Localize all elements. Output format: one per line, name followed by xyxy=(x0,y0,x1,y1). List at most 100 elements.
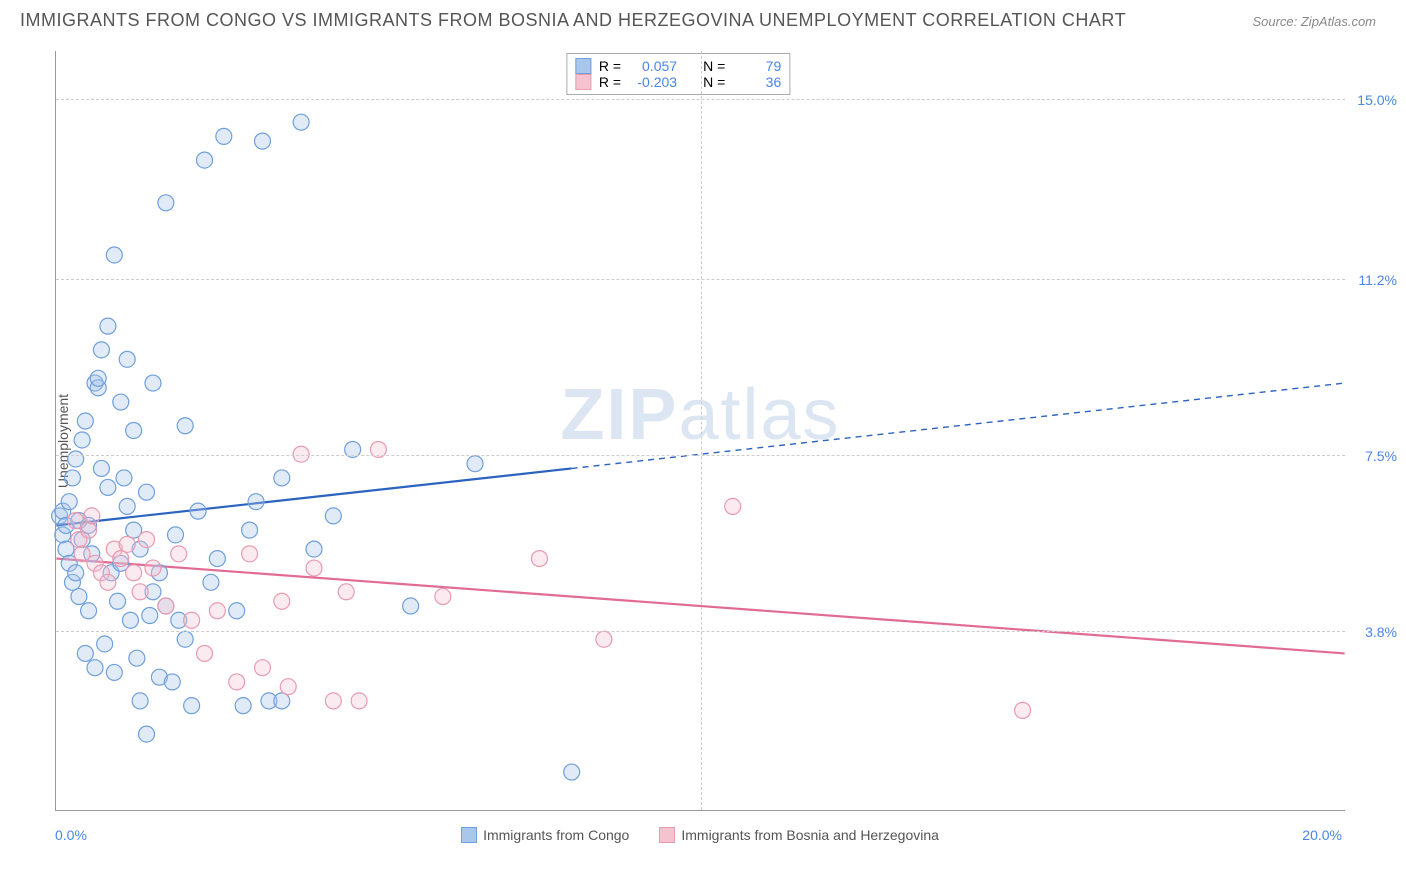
data-point-bosnia xyxy=(158,598,174,614)
data-point-congo xyxy=(113,394,129,410)
legend-item-congo: Immigrants from Congo xyxy=(461,827,629,843)
data-point-congo xyxy=(81,517,97,533)
n-label: N = xyxy=(703,74,725,90)
y-tick-label: 3.8% xyxy=(1365,624,1397,640)
data-point-congo xyxy=(116,470,132,486)
data-point-bosnia xyxy=(119,536,135,552)
data-point-bosnia xyxy=(132,584,148,600)
data-point-congo xyxy=(132,693,148,709)
data-point-congo xyxy=(97,636,113,652)
data-point-congo xyxy=(139,726,155,742)
data-point-bosnia xyxy=(145,560,161,576)
data-point-bosnia xyxy=(725,498,741,514)
data-point-congo xyxy=(119,498,135,514)
data-point-congo xyxy=(168,527,184,543)
data-point-congo xyxy=(84,546,100,562)
data-point-congo xyxy=(126,522,142,538)
data-point-bosnia xyxy=(351,693,367,709)
data-point-congo xyxy=(216,128,232,144)
data-point-congo xyxy=(113,555,129,571)
data-point-bosnia xyxy=(338,584,354,600)
chart-container: Unemployment ZIPatlas R = 0.057 N = 79 R… xyxy=(10,31,1390,851)
data-point-congo xyxy=(74,432,90,448)
r-value-bosnia: -0.203 xyxy=(629,74,677,90)
r-label: R = xyxy=(599,74,621,90)
data-point-congo xyxy=(68,565,84,581)
data-point-bosnia xyxy=(325,693,341,709)
data-point-congo xyxy=(61,555,77,571)
data-point-bosnia xyxy=(84,508,100,524)
data-point-congo xyxy=(74,532,90,548)
data-point-congo xyxy=(158,195,174,211)
data-point-congo xyxy=(122,612,138,628)
data-point-bosnia xyxy=(126,565,142,581)
data-point-congo xyxy=(55,527,71,543)
data-point-congo xyxy=(129,650,145,666)
data-point-bosnia xyxy=(197,645,213,661)
data-point-congo xyxy=(235,698,251,714)
data-point-congo xyxy=(55,503,71,519)
regression-line-congo xyxy=(56,468,571,525)
data-point-congo xyxy=(139,484,155,500)
data-point-congo xyxy=(274,470,290,486)
legend-label-bosnia: Immigrants from Bosnia and Herzegovina xyxy=(681,827,939,843)
data-point-congo xyxy=(171,612,187,628)
data-point-congo xyxy=(64,470,80,486)
data-point-congo xyxy=(81,603,97,619)
data-point-congo xyxy=(103,565,119,581)
data-point-congo xyxy=(119,351,135,367)
data-point-bosnia xyxy=(71,532,87,548)
data-point-congo xyxy=(87,375,103,391)
data-point-congo xyxy=(71,589,87,605)
data-point-congo xyxy=(197,152,213,168)
series-legend: Immigrants from Congo Immigrants from Bo… xyxy=(10,827,1390,843)
data-point-congo xyxy=(77,413,93,429)
data-point-congo xyxy=(177,631,193,647)
data-point-bosnia xyxy=(596,631,612,647)
data-point-bosnia xyxy=(229,674,245,690)
data-point-bosnia xyxy=(209,603,225,619)
data-point-congo xyxy=(158,598,174,614)
data-point-congo xyxy=(306,541,322,557)
data-point-congo xyxy=(184,698,200,714)
data-point-congo xyxy=(71,513,87,529)
data-point-bosnia xyxy=(139,532,155,548)
data-point-congo xyxy=(132,541,148,557)
n-value-congo: 79 xyxy=(733,58,781,74)
data-point-congo xyxy=(61,494,77,510)
data-point-congo xyxy=(203,574,219,590)
data-point-bosnia xyxy=(171,546,187,562)
data-point-bosnia xyxy=(68,513,84,529)
data-point-congo xyxy=(209,551,225,567)
n-label: N = xyxy=(703,58,725,74)
data-point-bosnia xyxy=(1015,702,1031,718)
legend-label-congo: Immigrants from Congo xyxy=(483,827,629,843)
legend-swatch-bosnia xyxy=(659,827,675,843)
stats-row-bosnia: R = -0.203 N = 36 xyxy=(575,74,781,90)
data-point-congo xyxy=(229,603,245,619)
data-point-congo xyxy=(242,522,258,538)
data-point-bosnia xyxy=(306,560,322,576)
data-point-congo xyxy=(93,460,109,476)
data-point-bosnia xyxy=(81,522,97,538)
data-point-congo xyxy=(293,114,309,130)
data-point-bosnia xyxy=(242,546,258,562)
r-value-congo: 0.057 xyxy=(629,58,677,74)
data-point-bosnia xyxy=(531,551,547,567)
data-point-congo xyxy=(106,247,122,263)
data-point-congo xyxy=(58,541,74,557)
data-point-bosnia xyxy=(106,541,122,557)
data-point-congo xyxy=(164,674,180,690)
data-point-congo xyxy=(87,660,103,676)
y-tick-label: 15.0% xyxy=(1357,92,1397,108)
stats-row-congo: R = 0.057 N = 79 xyxy=(575,58,781,74)
data-point-congo xyxy=(151,669,167,685)
plot-area: ZIPatlas R = 0.057 N = 79 R = -0.203 N =… xyxy=(55,51,1345,811)
data-point-congo xyxy=(52,508,68,524)
data-point-congo xyxy=(126,423,142,439)
data-point-congo xyxy=(261,693,277,709)
data-point-congo xyxy=(68,451,84,467)
data-point-congo xyxy=(145,375,161,391)
data-point-bosnia xyxy=(274,593,290,609)
stats-legend: R = 0.057 N = 79 R = -0.203 N = 36 xyxy=(566,53,790,95)
